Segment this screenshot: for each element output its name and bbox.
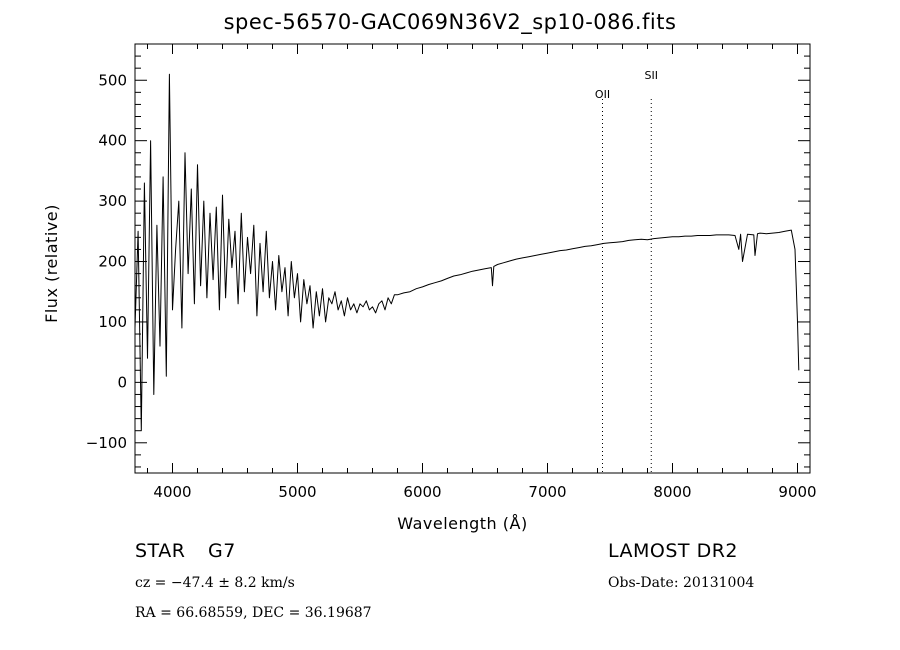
x-tick-label: 6000 — [403, 483, 441, 501]
x-tick-label: 5000 — [278, 483, 316, 501]
x-axis-label: Wavelength (Å) — [397, 514, 527, 533]
marker-label-oii: OII — [595, 88, 610, 101]
coordinates-readout: RA = 66.68559, DEC = 36.19687 — [135, 605, 372, 621]
y-tick-label: 500 — [98, 71, 127, 89]
marker-label-sii: SII — [645, 69, 658, 82]
y-tick-label: 0 — [117, 373, 127, 391]
y-axis-label: Flux (relative) — [42, 204, 61, 323]
survey-label: LAMOST DR2 — [608, 540, 738, 562]
x-tick-label: 9000 — [778, 483, 816, 501]
object-subclass: G7 — [208, 540, 236, 562]
y-tick-label: 400 — [98, 132, 127, 150]
x-tick-label: 8000 — [653, 483, 691, 501]
redshift-readout: cz = −47.4 ± 8.2 km/s — [135, 575, 295, 591]
spectrum-series-line — [134, 73, 800, 432]
x-tick-label: 4000 — [153, 483, 191, 501]
object-class: STAR — [135, 540, 186, 562]
obs-date-readout: Obs-Date: 20131004 — [608, 575, 755, 591]
y-tick-label: −100 — [86, 434, 127, 452]
y-tick-label: 300 — [98, 192, 127, 210]
x-tick-label: 7000 — [528, 483, 566, 501]
y-tick-label: 200 — [98, 253, 127, 271]
y-tick-label: 100 — [98, 313, 127, 331]
chart-title: spec-56570-GAC069N36V2_sp10-086.fits — [223, 10, 677, 34]
